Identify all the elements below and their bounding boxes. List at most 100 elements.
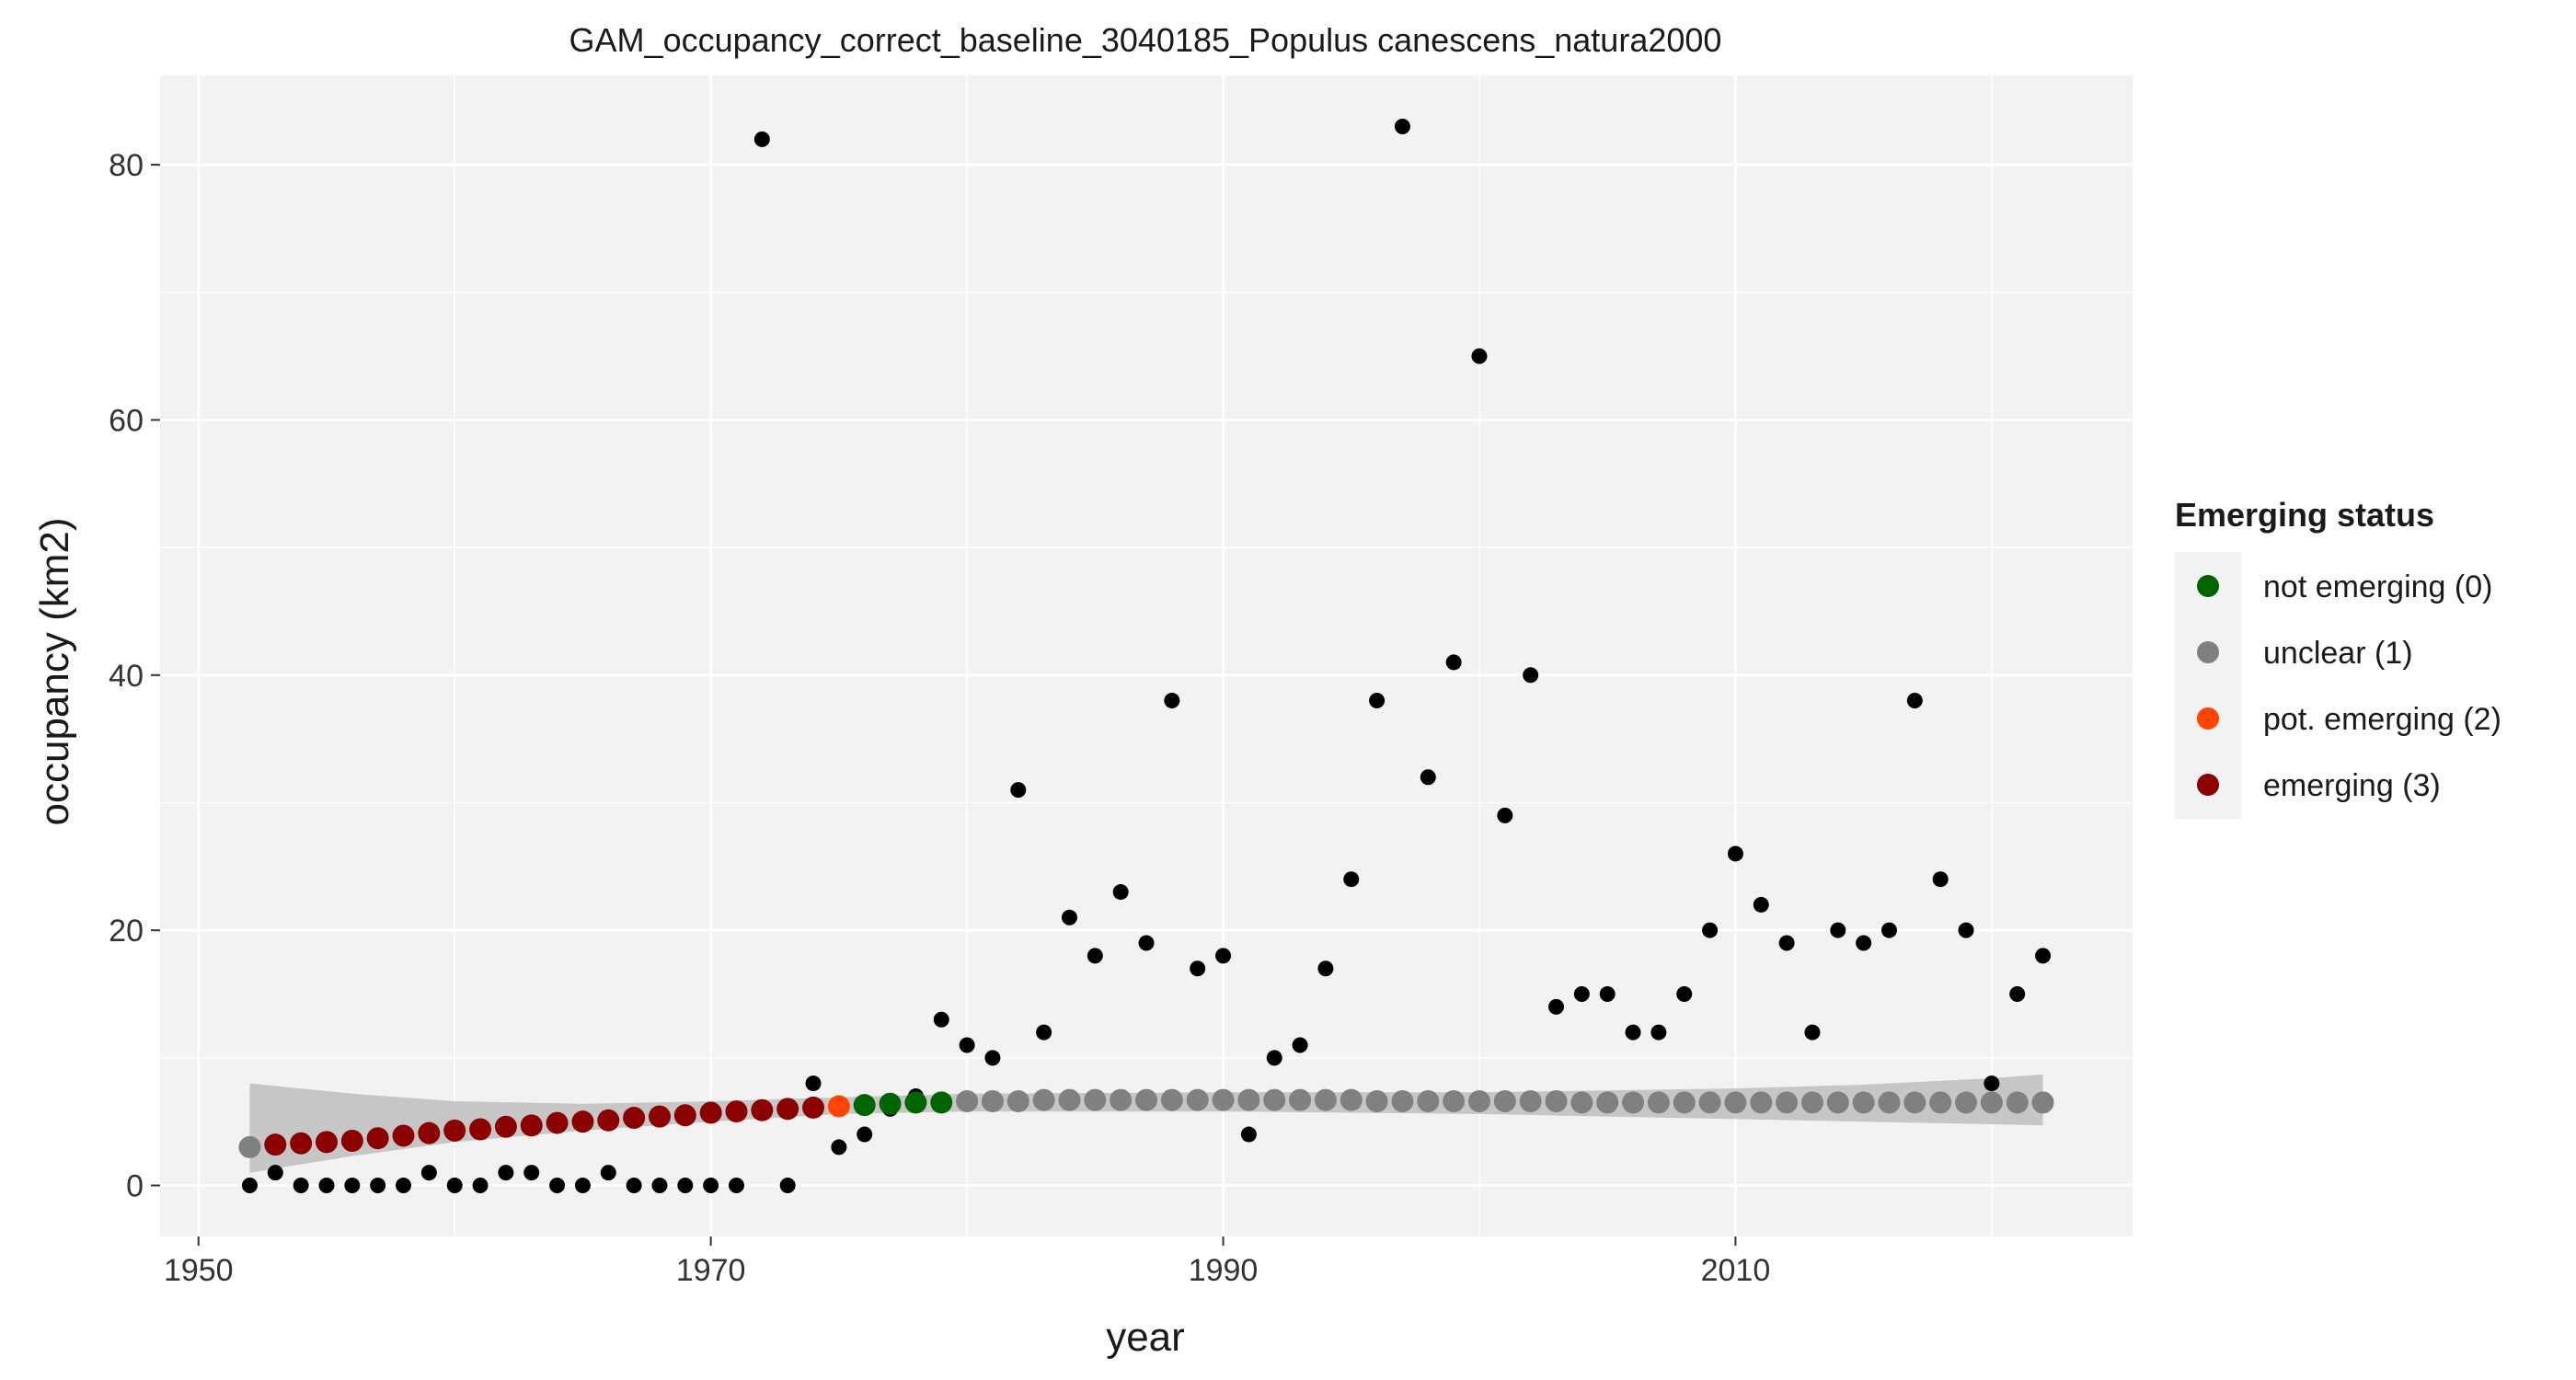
observed-point xyxy=(1215,948,1232,964)
observed-point xyxy=(1958,922,1974,938)
observed-point xyxy=(1138,935,1155,951)
observed-point xyxy=(549,1178,566,1194)
observed-point xyxy=(1445,654,1462,671)
observed-point xyxy=(2035,948,2052,964)
legend-item-label: pot. emerging (2) xyxy=(2263,702,2501,737)
observed-point xyxy=(1830,922,1846,938)
grid-minor-lines xyxy=(160,75,2133,1236)
observed-point xyxy=(1625,1024,1641,1041)
fitted-point xyxy=(699,1101,722,1124)
fitted-point xyxy=(1980,1091,2003,1114)
observed-point xyxy=(1087,948,1103,964)
observed-point xyxy=(857,1126,873,1143)
observed-point xyxy=(1292,1037,1308,1053)
legend: Emerging status not emerging (0) unclear … xyxy=(2175,496,2501,819)
observed-point xyxy=(1804,1024,1821,1041)
observed-point xyxy=(1650,1024,1667,1041)
fitted-point xyxy=(725,1100,748,1123)
fitted-point xyxy=(1058,1088,1081,1111)
observed-point xyxy=(1036,1024,1052,1041)
y-axis: 0 20 40 60 80 xyxy=(109,148,160,1204)
legend-key-swatch xyxy=(2197,707,2219,730)
fitted-point xyxy=(981,1089,1004,1112)
fitted-point xyxy=(1186,1088,1209,1111)
observed-point xyxy=(370,1178,386,1194)
fitted-point xyxy=(1135,1088,1157,1111)
x-tick-label: 1950 xyxy=(164,1253,234,1288)
fitted-point xyxy=(1263,1088,1286,1111)
y-axis-title: occupancy (km2) xyxy=(32,517,77,825)
fitted-point xyxy=(1826,1091,1849,1114)
fitted-point xyxy=(930,1091,953,1114)
fitted-point xyxy=(1724,1091,1747,1114)
observed-point xyxy=(293,1178,309,1194)
observed-point xyxy=(1523,667,1539,684)
observed-point xyxy=(1573,986,1590,1003)
observed-point xyxy=(959,1037,975,1053)
fitted-point xyxy=(1110,1088,1133,1111)
fitted-point xyxy=(827,1095,850,1118)
fitted-point xyxy=(1545,1089,1568,1112)
fitted-point xyxy=(597,1109,620,1132)
observed-point xyxy=(1497,807,1513,823)
observed-point xyxy=(1240,1126,1257,1143)
x-axis-title: year xyxy=(1106,1315,1185,1360)
fitted-point xyxy=(1800,1091,1823,1114)
fitted-point xyxy=(392,1124,415,1147)
fitted-point xyxy=(1596,1091,1619,1114)
observed-point xyxy=(1471,348,1488,364)
legend-item-label: emerging (3) xyxy=(2263,768,2441,803)
observed-point xyxy=(523,1165,540,1181)
fitted-point xyxy=(1314,1088,1337,1111)
fitted-point xyxy=(1750,1091,1773,1114)
fitted-point xyxy=(751,1098,774,1121)
legend-key-swatch xyxy=(2197,575,2219,597)
observed-point xyxy=(1394,118,1410,134)
observed-point xyxy=(984,1050,1001,1066)
fitted-point xyxy=(1212,1088,1235,1111)
y-tick-label: 60 xyxy=(109,403,144,438)
observed-point xyxy=(779,1178,796,1194)
x-axis: 1950 1970 1990 2010 xyxy=(164,1236,1770,1288)
fitted-point xyxy=(238,1135,261,1158)
observed-point xyxy=(1727,845,1743,862)
y-tick-label: 40 xyxy=(109,659,144,694)
legend-key-swatch xyxy=(2197,641,2219,663)
y-tick-label: 0 xyxy=(126,1169,144,1204)
observed-point xyxy=(1932,871,1949,888)
fitted-point xyxy=(520,1114,543,1137)
fitted-point xyxy=(1289,1088,1312,1111)
observed-point xyxy=(446,1178,463,1194)
observed-point xyxy=(241,1178,258,1194)
fitted-point xyxy=(443,1119,466,1142)
fitted-point xyxy=(1493,1089,1516,1112)
legend-item-label: not emerging (0) xyxy=(2263,569,2492,604)
legend-item-label: unclear (1) xyxy=(2263,636,2413,671)
observed-point xyxy=(472,1178,489,1194)
fitted-point xyxy=(494,1115,517,1138)
observed-point xyxy=(1343,871,1360,888)
fitted-point xyxy=(1084,1088,1107,1111)
observed-point xyxy=(267,1165,283,1181)
observed-point xyxy=(1112,884,1129,901)
fitted-point xyxy=(904,1091,927,1114)
fitted-point xyxy=(2006,1091,2029,1114)
fitted-point xyxy=(290,1132,313,1155)
fitted-point xyxy=(571,1110,594,1133)
observed-point xyxy=(1164,693,1180,709)
fitted-point xyxy=(1878,1091,1901,1114)
fitted-point xyxy=(802,1096,825,1119)
observed-point xyxy=(1880,922,1897,938)
observed-point xyxy=(600,1165,616,1181)
fitted-point xyxy=(879,1092,902,1115)
fitted-point xyxy=(776,1098,799,1121)
fitted-point xyxy=(1647,1091,1670,1114)
fitted-point xyxy=(648,1105,671,1128)
fitted-point xyxy=(1852,1091,1875,1114)
observed-point xyxy=(1753,896,1769,913)
fitted-point xyxy=(418,1121,441,1144)
fitted-point xyxy=(2031,1091,2054,1114)
fitted-point xyxy=(1903,1091,1926,1114)
observed-point xyxy=(677,1178,694,1194)
